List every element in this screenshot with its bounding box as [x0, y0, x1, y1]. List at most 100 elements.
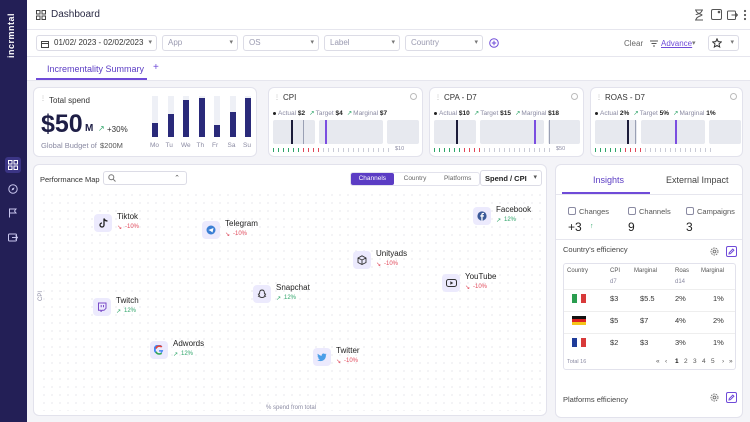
info-icon[interactable]: [410, 93, 417, 102]
more-vertical-icon[interactable]: [743, 9, 747, 23]
metric-legend: Actual $2 ↗Target $4 ↗Marginal $7: [273, 109, 423, 119]
telegram-icon[interactable]: [202, 221, 220, 239]
add-tab-button[interactable]: +: [153, 62, 159, 73]
youtube-icon[interactable]: [442, 274, 460, 292]
page-number[interactable]: 1: [675, 358, 679, 365]
trend-down-icon: ↘: [376, 262, 382, 268]
chevron-down-icon: ▾: [310, 39, 314, 46]
daily-spend-bar: [167, 114, 174, 137]
page-number[interactable]: 4: [702, 358, 706, 365]
export-icon[interactable]: [727, 9, 739, 22]
insights-card: Insights External Impact Changes +3 ↑ Chann…: [555, 164, 743, 418]
search-icon: [108, 174, 116, 184]
total-spend-change: +30%: [107, 125, 128, 134]
prev-page-icon[interactable]: ‹: [665, 358, 668, 365]
drag-handle-icon[interactable]: ⋮: [274, 95, 280, 101]
scale-tick: [383, 148, 384, 152]
next-page-icon[interactable]: ›: [722, 358, 725, 365]
chevron-down-icon: ▾: [391, 39, 395, 46]
metric-select[interactable]: Spend / CPI ▾: [480, 170, 542, 186]
tab-insights[interactable]: Insights: [593, 175, 625, 185]
unity-icon[interactable]: [353, 251, 371, 269]
edit-icon[interactable]: [726, 392, 737, 403]
metric-card-1: ⋮ CPA - D7 Actual $10 ↗Target $15 ↗Marginal …: [429, 87, 584, 157]
scale-tick: [464, 148, 465, 152]
last-page-icon[interactable]: »: [729, 358, 733, 365]
dashboard-grid-icon[interactable]: [5, 157, 21, 173]
scale-tick: [439, 148, 440, 152]
day-label: Tu: [165, 142, 173, 149]
flag-icon[interactable]: [5, 205, 21, 221]
target-marker: [534, 120, 536, 144]
info-icon[interactable]: [730, 93, 737, 102]
twitter-icon[interactable]: [313, 348, 331, 366]
advance-button[interactable]: Advance: [661, 39, 693, 48]
drag-handle-icon[interactable]: ⋮: [435, 95, 441, 101]
scale-tick: [444, 148, 445, 152]
tab-external-impact[interactable]: External Impact: [666, 175, 729, 185]
first-page-icon[interactable]: «: [656, 358, 660, 365]
snapchat-icon[interactable]: [253, 285, 271, 303]
flag-france-icon: [572, 338, 587, 347]
settings-icon[interactable]: [710, 393, 719, 404]
metric-legend-item: ↗Target $15: [474, 110, 511, 117]
compass-icon[interactable]: [5, 181, 21, 197]
day-label: Mo: [150, 142, 160, 149]
scale-tick: [655, 148, 656, 152]
toggle-country[interactable]: Country: [403, 175, 427, 182]
daily-spend-bar: [152, 123, 158, 137]
country-select[interactable]: Country ▾: [405, 35, 483, 51]
bar-track: [152, 96, 158, 137]
scale-tick: [454, 148, 455, 152]
settings-icon[interactable]: [710, 247, 719, 258]
cpi-value: $2: [610, 338, 619, 347]
roas-value: 4%: [675, 316, 686, 325]
channel-name: YouTube: [465, 272, 497, 281]
edit-icon[interactable]: [726, 246, 737, 257]
drag-handle-icon[interactable]: ⋮: [596, 95, 602, 101]
scale-tick: [544, 148, 545, 152]
stat-label: Channels: [639, 207, 671, 216]
twitch-icon[interactable]: [93, 298, 111, 316]
scale-end-label: $50: [556, 146, 566, 152]
info-icon[interactable]: [571, 93, 578, 102]
trend-up-icon: ↑: [590, 223, 594, 230]
app-select[interactable]: App ▾: [162, 35, 238, 51]
toggle-channels[interactable]: Channels: [351, 173, 394, 185]
note-icon[interactable]: [711, 9, 722, 22]
metric-legend-item: ↗Target 5%: [633, 110, 669, 117]
scale-tick: [353, 148, 354, 152]
hourglass-icon[interactable]: [694, 9, 704, 23]
scale-tick: [705, 148, 706, 152]
page-number[interactable]: 5: [711, 358, 715, 365]
filter-bar: 01/02/ 2023 - 02/02/2023 ▾ App ▾ OS ▾ La…: [27, 30, 750, 57]
map-search-input[interactable]: ⌃: [103, 171, 187, 185]
page-number[interactable]: 3: [693, 358, 697, 365]
label-select[interactable]: Label ▾: [324, 35, 400, 51]
clear-button[interactable]: Clear: [624, 39, 644, 48]
roas-marginal-value: 2%: [713, 316, 724, 325]
google-icon[interactable]: [150, 341, 168, 359]
country-efficiency-title: Country's efficiency: [563, 245, 628, 254]
budget-label: Global Budget of: [41, 141, 97, 150]
facebook-icon[interactable]: [473, 207, 491, 225]
export-icon[interactable]: [5, 229, 21, 245]
chevron-down-icon[interactable]: ▾: [692, 40, 696, 47]
cpi-marginal-value: $3: [640, 338, 649, 347]
trend-up-icon: ↗: [276, 296, 282, 302]
os-select[interactable]: OS ▾: [243, 35, 319, 51]
scale-tick: [615, 148, 616, 152]
channel-change: -10%: [233, 231, 248, 237]
chevron-down-icon: ▾: [730, 39, 734, 46]
page-number[interactable]: 2: [684, 358, 688, 365]
toggle-platforms[interactable]: Platforms: [443, 175, 472, 182]
date-range-picker[interactable]: 01/02/ 2023 - 02/02/2023 ▾: [36, 35, 157, 51]
favorites-button[interactable]: ▾: [708, 35, 739, 51]
drag-handle-icon[interactable]: ⋮: [40, 96, 46, 102]
dashboard-grid-icon: [36, 10, 46, 22]
page-title: Dashboard: [51, 9, 100, 20]
add-filter-icon[interactable]: [489, 38, 499, 50]
scale-tick: [635, 148, 636, 152]
tiktok-icon[interactable]: [94, 214, 112, 232]
tab-incrementality-summary[interactable]: Incrementality Summary: [47, 64, 145, 74]
